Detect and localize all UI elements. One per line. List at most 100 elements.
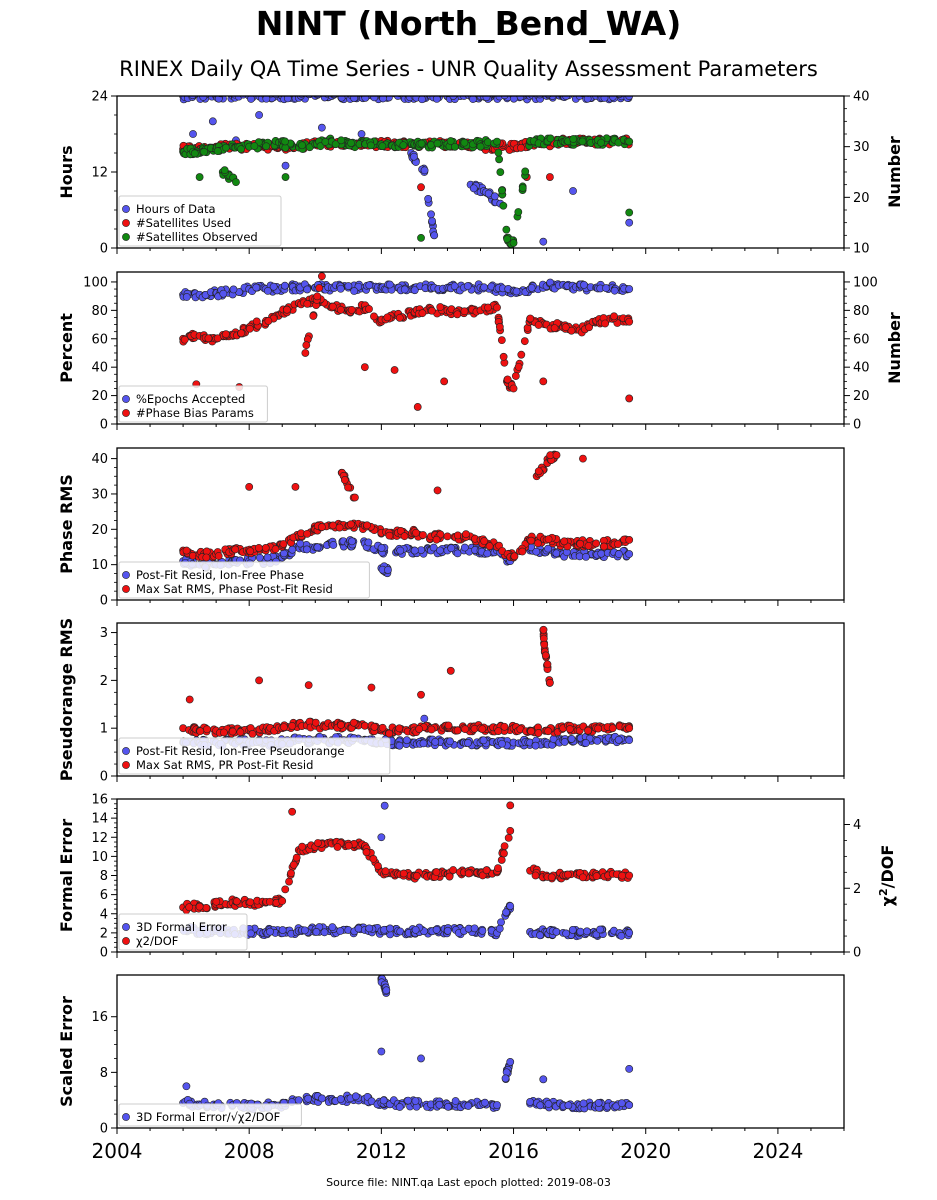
panel-2: 0 20 40 60 80 100 0 20 40 60 80 100 Percent Number %Ep… (57, 271, 904, 433)
data-point (429, 543, 438, 552)
data-point (576, 927, 585, 936)
data-point (509, 239, 518, 247)
data-point (386, 924, 394, 933)
data-point (582, 552, 590, 561)
data-point (450, 282, 459, 291)
data-point (419, 739, 428, 748)
y-tick-label: 2 (100, 674, 108, 689)
page-subtitle: RINEX Daily QA Time Series - UNR Quality… (119, 57, 818, 81)
data-point (413, 403, 422, 411)
data-point (614, 550, 623, 558)
data-point (336, 305, 345, 314)
data-point (464, 869, 473, 878)
data-point (314, 839, 322, 847)
data-point (552, 451, 561, 459)
data-point (262, 142, 271, 151)
data-point (446, 737, 454, 746)
y-right-tick-label: 60 (853, 332, 870, 347)
data-point (212, 897, 221, 906)
scatter-points (179, 625, 634, 750)
data-point (337, 721, 345, 729)
data-point (478, 926, 487, 935)
data-point (385, 280, 394, 289)
data-point (578, 873, 587, 882)
data-point (625, 285, 634, 293)
data-point (245, 324, 254, 333)
data-point (594, 1099, 603, 1107)
data-point (302, 545, 311, 554)
data-point (367, 683, 376, 692)
legend-marker (122, 571, 130, 579)
data-point (502, 225, 511, 234)
data-point (521, 167, 530, 176)
legend-marker (122, 205, 130, 213)
y-tick-label: 60 (91, 332, 108, 347)
data-point (583, 927, 591, 936)
data-point (410, 546, 419, 555)
data-point (303, 299, 312, 308)
data-point (511, 372, 520, 380)
data-point (202, 553, 211, 562)
data-point (360, 721, 369, 730)
data-point (435, 1100, 444, 1109)
y-tick-label: 20 (91, 389, 108, 404)
data-point (527, 727, 536, 736)
data-point (222, 143, 230, 152)
data-point (415, 725, 424, 733)
data-point (531, 871, 540, 880)
data-point (506, 801, 515, 810)
data-point (399, 869, 408, 878)
data-point (200, 147, 208, 156)
data-point (303, 285, 312, 294)
y-right-tick-label: 2 (853, 882, 861, 897)
data-point (351, 493, 359, 502)
data-point (490, 192, 499, 201)
data-point (400, 532, 409, 541)
panel-frame (116, 798, 845, 953)
data-point (550, 324, 559, 332)
data-point (255, 111, 263, 119)
data-point (363, 521, 371, 530)
data-point (514, 208, 523, 216)
data-point (182, 1082, 191, 1091)
y-tick-label: 6 (100, 888, 108, 903)
data-point (374, 862, 382, 871)
data-point (534, 729, 543, 737)
data-point (503, 235, 512, 244)
data-point (618, 871, 627, 880)
data-point (283, 96, 292, 103)
data-point (478, 725, 487, 733)
data-point (418, 309, 427, 318)
data-point (237, 329, 246, 338)
data-point (482, 96, 491, 102)
scatter-points (179, 450, 634, 578)
data-point (311, 718, 320, 727)
data-point (370, 96, 379, 102)
data-point (245, 482, 254, 491)
data-point (450, 142, 459, 151)
data-point (480, 1098, 489, 1107)
data-point (354, 924, 363, 933)
data-point (252, 283, 261, 292)
data-point (419, 531, 427, 539)
y-right-tick-label: 40 (853, 90, 870, 105)
data-point (281, 161, 290, 170)
data-point (328, 302, 337, 311)
y-tick-label: 12 (91, 831, 108, 846)
data-point (395, 724, 404, 733)
data-point (625, 724, 634, 733)
data-point (567, 326, 576, 335)
data-point (182, 546, 191, 555)
series-green-points (179, 134, 634, 248)
data-point (601, 319, 609, 328)
data-point (585, 323, 593, 332)
data-point (520, 337, 529, 346)
y-right-tick-label: 20 (853, 389, 870, 404)
data-point (484, 303, 492, 312)
panel-6: 0 8 16 Scaled Error 2004 2008 2012 2016 2020 2024… (57, 974, 845, 1163)
data-point (527, 284, 536, 292)
data-point (501, 1074, 510, 1083)
data-point (281, 137, 290, 146)
data-point (579, 1099, 588, 1108)
